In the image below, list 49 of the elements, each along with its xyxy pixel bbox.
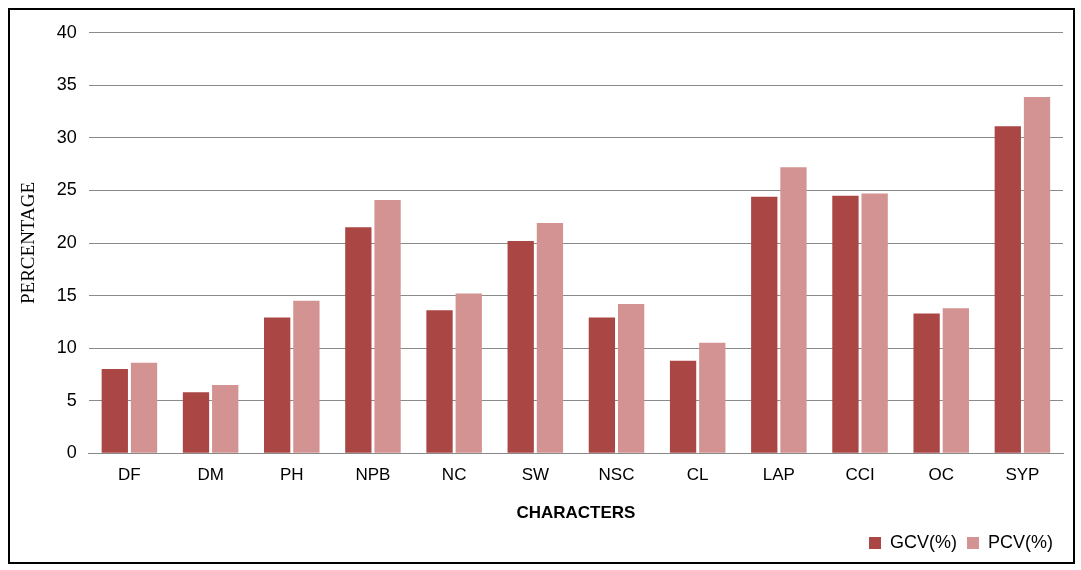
x-tick-label: LAP [762, 465, 795, 485]
bar [182, 392, 210, 453]
x-tick-label: PH [279, 465, 304, 485]
y-tick-label: 15 [56, 284, 77, 305]
y-tick-label: 25 [56, 179, 77, 200]
bar [293, 300, 320, 453]
x-tick-label: SW [521, 465, 550, 485]
x-tick-label: NC [441, 465, 467, 485]
bar [374, 199, 401, 453]
x-tick-label: CL [686, 465, 709, 485]
bar [264, 317, 291, 453]
bar [1023, 96, 1051, 453]
y-tick-label: 0 [66, 442, 77, 463]
bar [780, 167, 807, 453]
y-tick-label: 10 [56, 337, 77, 358]
x-axis-title: CHARACTERS [516, 503, 636, 523]
bar [507, 240, 534, 453]
bar [536, 223, 564, 453]
bar [588, 317, 616, 453]
y-tick-label: 5 [66, 389, 77, 410]
x-tick-label: DM [197, 465, 224, 485]
x-tick-label: SYP [1005, 465, 1040, 485]
x-tick-label: NSC [598, 465, 635, 485]
x-tick-label: NPB [355, 465, 391, 485]
y-tick-label: 20 [56, 231, 77, 252]
legend-label: PCV(%) [988, 531, 1054, 552]
legend-label: GCV(%) [890, 531, 957, 552]
bar [751, 196, 778, 453]
y-axis-title: PERCENTAGE [17, 182, 39, 304]
bar [455, 293, 482, 453]
bar [699, 342, 726, 453]
y-tick-label: 40 [56, 21, 77, 42]
bar [942, 308, 969, 453]
x-tick-label: CCI [845, 465, 875, 485]
bar [669, 360, 697, 453]
y-tick-label: 30 [56, 126, 77, 147]
bar [861, 193, 888, 453]
bar [832, 195, 859, 453]
bar [101, 369, 128, 453]
bar [426, 310, 453, 453]
bar [617, 303, 645, 453]
bar [130, 362, 158, 453]
bar [994, 126, 1021, 453]
bar [212, 384, 239, 453]
x-tick-label: DF [118, 465, 141, 485]
bar [345, 227, 372, 453]
x-tick-label: OC [928, 465, 954, 485]
bar [913, 313, 940, 453]
y-tick-label: 35 [56, 74, 77, 95]
